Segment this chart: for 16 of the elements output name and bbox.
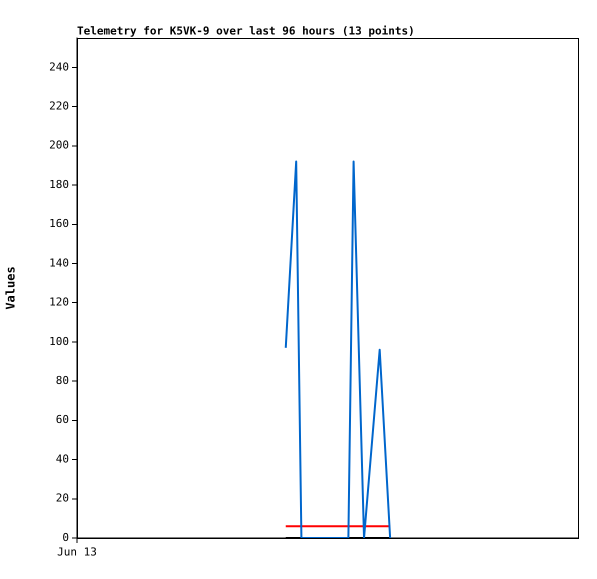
y-tick-label: 220 — [49, 99, 69, 112]
y-tick-label: 40 — [56, 452, 69, 466]
y-tick-label: 60 — [56, 413, 69, 426]
y-tick-label: 80 — [56, 374, 69, 387]
x-tick-label: Jun 13 — [57, 545, 97, 558]
y-tick-label: 200 — [49, 138, 69, 152]
y-tick-label: 180 — [49, 178, 69, 191]
y-tick-label: 240 — [49, 60, 69, 74]
chart-title: Telemetry for K5VK-9 over last 96 hours (13 points) — [77, 24, 415, 38]
y-tick-label: 20 — [56, 492, 69, 505]
y-tick-label: 120 — [49, 296, 69, 309]
y-tick-label: 140 — [49, 256, 69, 270]
y-tick-label: 0 — [62, 530, 69, 544]
y-tick-label: 100 — [49, 334, 69, 348]
y-tick-label: 160 — [49, 217, 69, 230]
y-axis-title: Values — [3, 266, 18, 310]
